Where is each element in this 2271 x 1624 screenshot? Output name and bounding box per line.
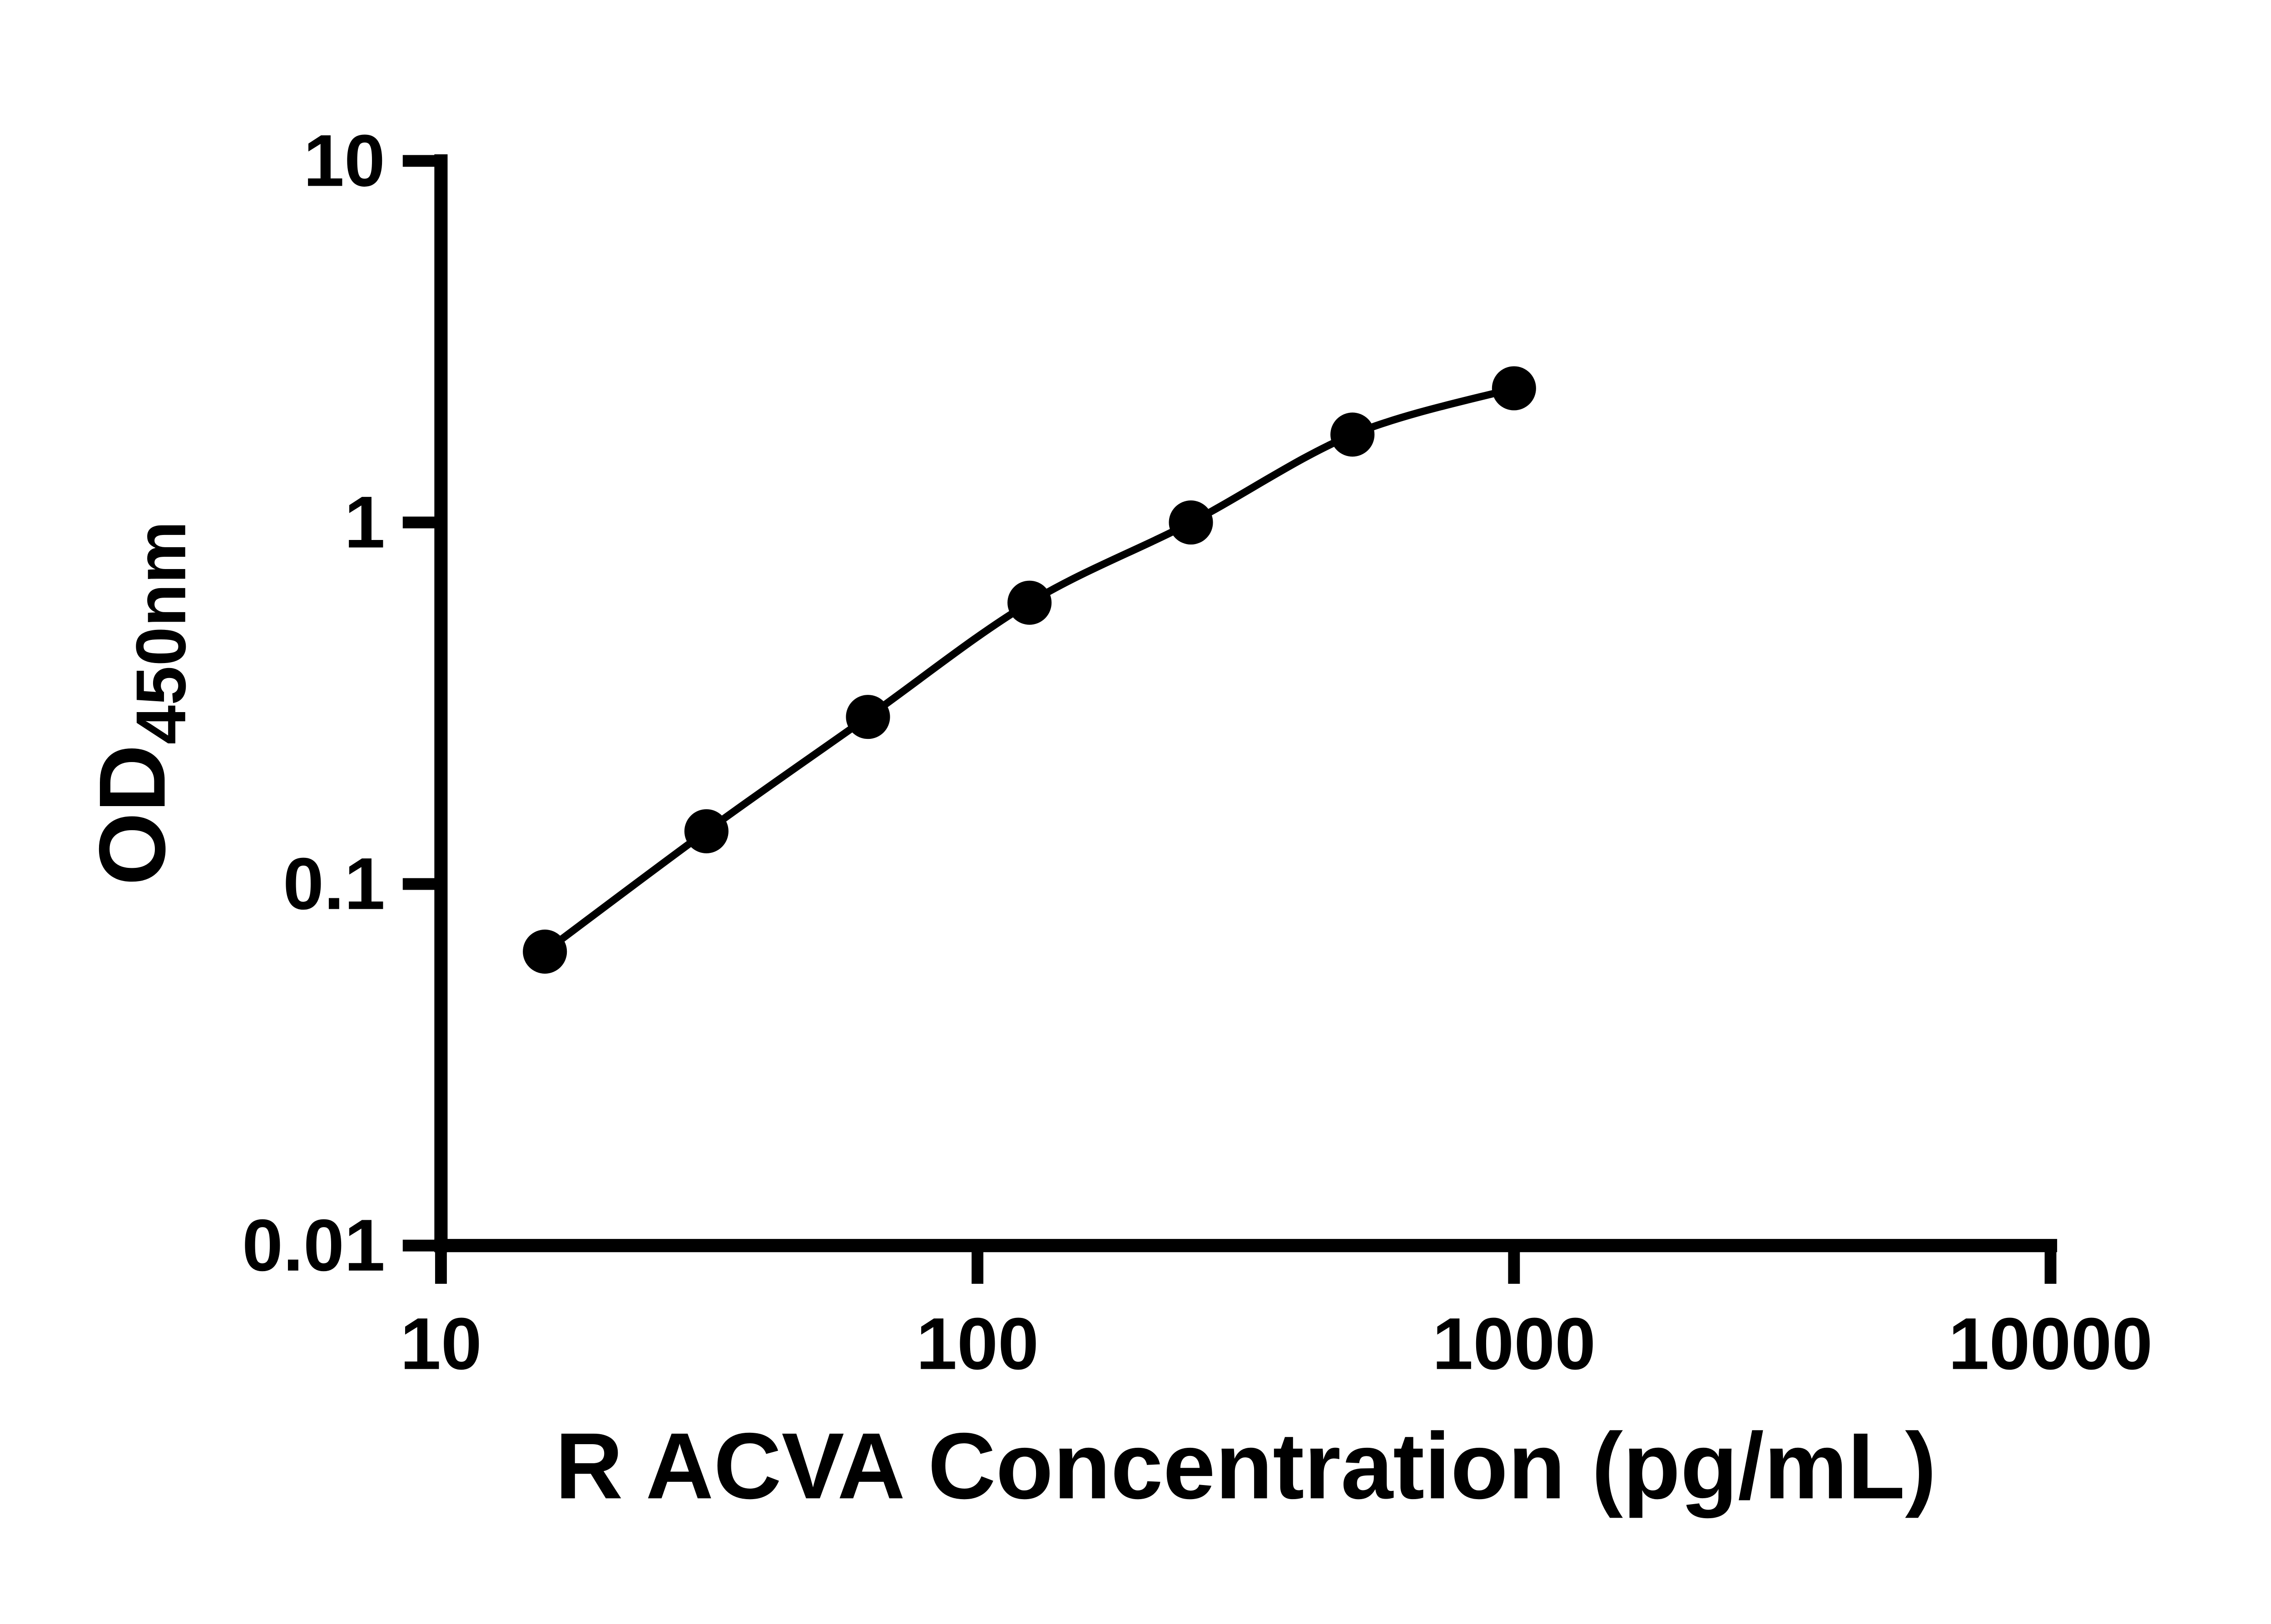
- y-tick-label-1: 1: [344, 481, 385, 563]
- y-axis-title: OD450nm: [79, 521, 200, 886]
- y-axis-title-subscript: 450nm: [121, 521, 200, 744]
- data-point-4: [1007, 580, 1052, 625]
- data-point-7: [1492, 366, 1536, 411]
- x-tick-label-1000: 1000: [1432, 1303, 1596, 1385]
- x-tick-label-10: 10: [400, 1303, 482, 1385]
- y-tick-label-10: 10: [303, 120, 385, 202]
- data-point-2: [684, 809, 729, 853]
- data-point-3: [846, 695, 890, 739]
- y-tick-label-0.01: 0.01: [242, 1205, 385, 1287]
- data-point-1: [523, 929, 567, 974]
- x-tick-label-100: 100: [916, 1303, 1039, 1385]
- x-axis-title: R ACVA Concentration (pg/mL): [555, 1413, 1936, 1518]
- x-tick-label-10000: 10000: [1949, 1303, 2153, 1385]
- y-axis-title-main: OD: [79, 744, 184, 886]
- data-point-5: [1169, 500, 1213, 545]
- data-point-6: [1330, 412, 1375, 457]
- chart-background: [0, 14, 2271, 1610]
- y-tick-label-0.1: 0.1: [283, 843, 385, 925]
